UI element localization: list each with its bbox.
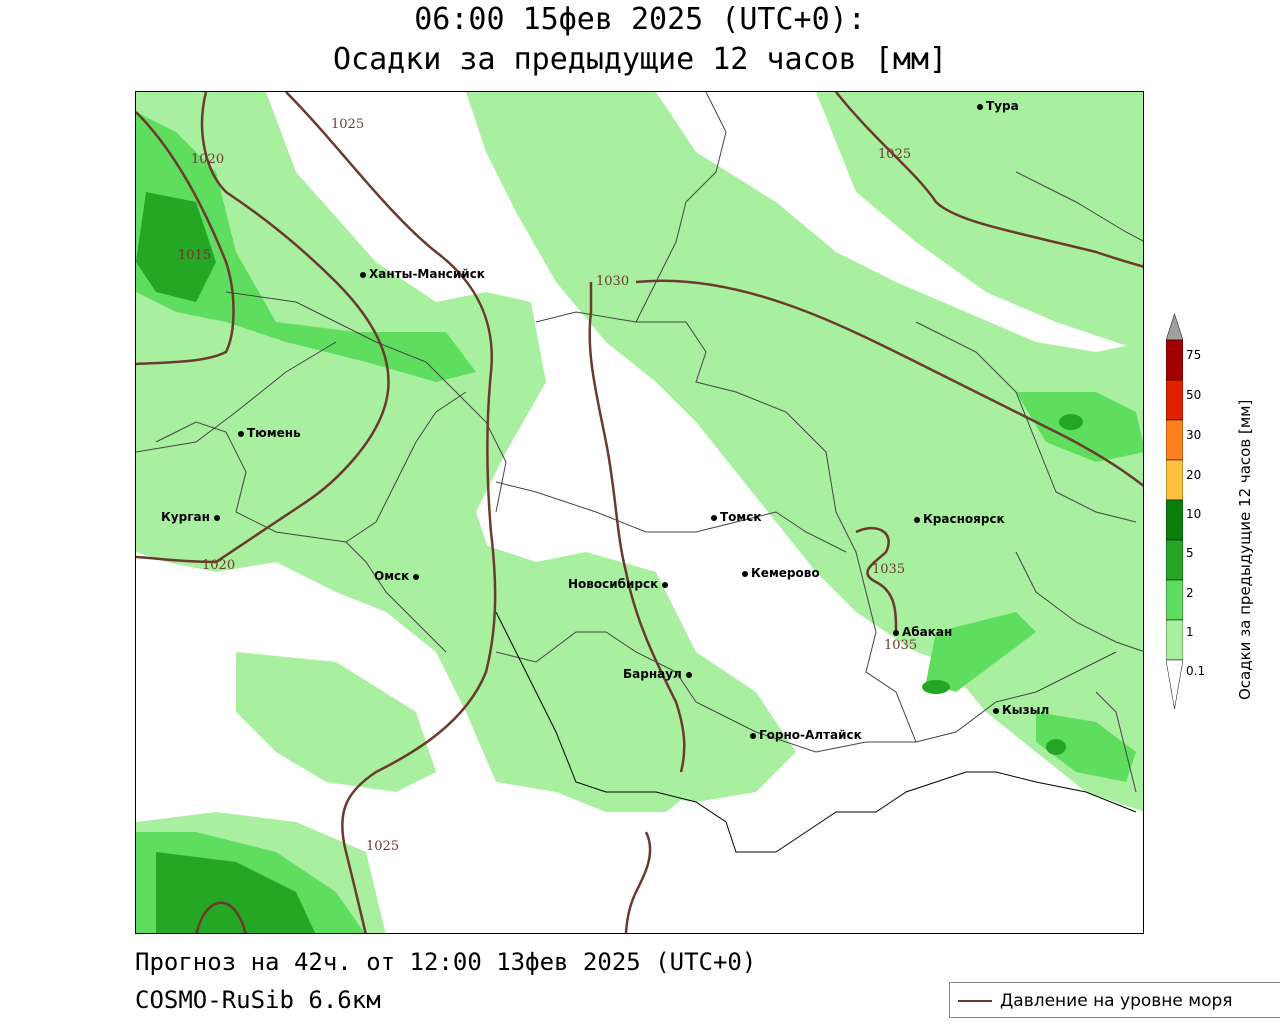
city-krasnoyarsk: Красноярск [914, 512, 1005, 526]
colorbar-segment [1166, 579, 1183, 621]
city-dot-icon [914, 516, 920, 523]
city-kyzyl: Кызыл [993, 703, 1049, 717]
colorbar-segment [1166, 339, 1183, 381]
precipitation-map: 1025 1020 1015 1030 1025 1035 1035 1020 … [135, 91, 1144, 934]
isobar-label: 1025 [331, 117, 365, 132]
city-dot-icon [685, 671, 692, 678]
isobar-label: 1030 [596, 274, 630, 289]
city-tura: Тура [977, 99, 1019, 113]
city-kemerovo: Кемерово [742, 566, 820, 580]
city-dot-icon [993, 707, 999, 714]
city-tyumen: Тюмень [238, 426, 301, 440]
city-omsk: Омск [374, 569, 422, 583]
colorbar-segment [1166, 499, 1183, 541]
isobar-label: 1035 [884, 638, 918, 653]
city-dot-icon [662, 581, 669, 588]
isobar-label: 1020 [191, 152, 225, 167]
city-dot-icon [238, 430, 244, 437]
colorbar-segment [1166, 459, 1183, 501]
city-dot-icon [750, 732, 756, 739]
isobars [136, 92, 1143, 933]
colorbar-tick-label: 10 [1186, 507, 1202, 521]
colorbar-tick-label: 50 [1186, 388, 1202, 402]
isobar-label: 1025 [878, 147, 912, 162]
city-abakan: Абакан [893, 625, 952, 639]
forecast-info: Прогноз на 42ч. от 12:00 13фев 2025 (UTC… [135, 948, 757, 976]
colorbar-tick-label: 20 [1186, 468, 1202, 482]
colorbar-title: Осадки за предыдущие 12 часов [мм] [1236, 399, 1254, 700]
map-subtitle: Осадки за предыдущие 12 часов [мм] [332, 42, 948, 77]
pressure-legend-label: Давление на уровне моря [1000, 991, 1233, 1011]
city-gorno-altaysk: Горно-Алтайск [750, 728, 862, 742]
city-kurgan: Курган [161, 510, 223, 524]
isobar-label: 1015 [178, 248, 212, 263]
map-canvas [136, 92, 1143, 933]
city-dot-icon [977, 103, 983, 110]
colorbar-segment [1166, 419, 1183, 461]
city-khanty-mansiysk: Ханты-Мансийск [360, 267, 485, 281]
precipitation-fields [136, 92, 1143, 933]
city-dot-icon [742, 570, 748, 577]
isobar-label: 1025 [366, 839, 400, 854]
model-name: COSMO-RuSib 6.6км [135, 986, 381, 1014]
isobar-line-icon [958, 1000, 992, 1002]
colorbar-tick-label: 0.1 [1186, 664, 1206, 678]
map-title: 06:00 15фев 2025 (UTC+0): [414, 2, 866, 37]
colorbar-tick-label: 5 [1186, 546, 1194, 560]
city-dot-icon [360, 271, 366, 278]
pressure-legend: Давление на уровне моря [949, 982, 1280, 1018]
city-dot-icon [413, 573, 420, 580]
colorbar [1166, 314, 1183, 710]
colorbar-tick-label: 1 [1186, 625, 1194, 639]
colorbar-bottom-triangle [1166, 659, 1183, 710]
isobar-label: 1035 [872, 562, 906, 577]
colorbar-tick-label: 30 [1186, 428, 1202, 442]
city-novosibirsk: Новосибирск [568, 577, 671, 591]
colorbar-segment [1166, 539, 1183, 581]
colorbar-tick-label: 75 [1186, 348, 1202, 362]
state-border [495, 611, 1137, 853]
city-dot-icon [711, 514, 717, 521]
city-barnaul: Барнаул [623, 667, 695, 681]
isobar-label: 1020 [202, 558, 236, 573]
colorbar-tick-label: 2 [1186, 586, 1194, 600]
colorbar-top-triangle [1166, 314, 1183, 341]
city-dot-icon [213, 514, 220, 521]
colorbar-segment [1166, 379, 1183, 421]
colorbar-segment [1166, 619, 1183, 661]
city-tomsk: Томск [711, 510, 762, 524]
city-dot-icon [893, 629, 899, 636]
